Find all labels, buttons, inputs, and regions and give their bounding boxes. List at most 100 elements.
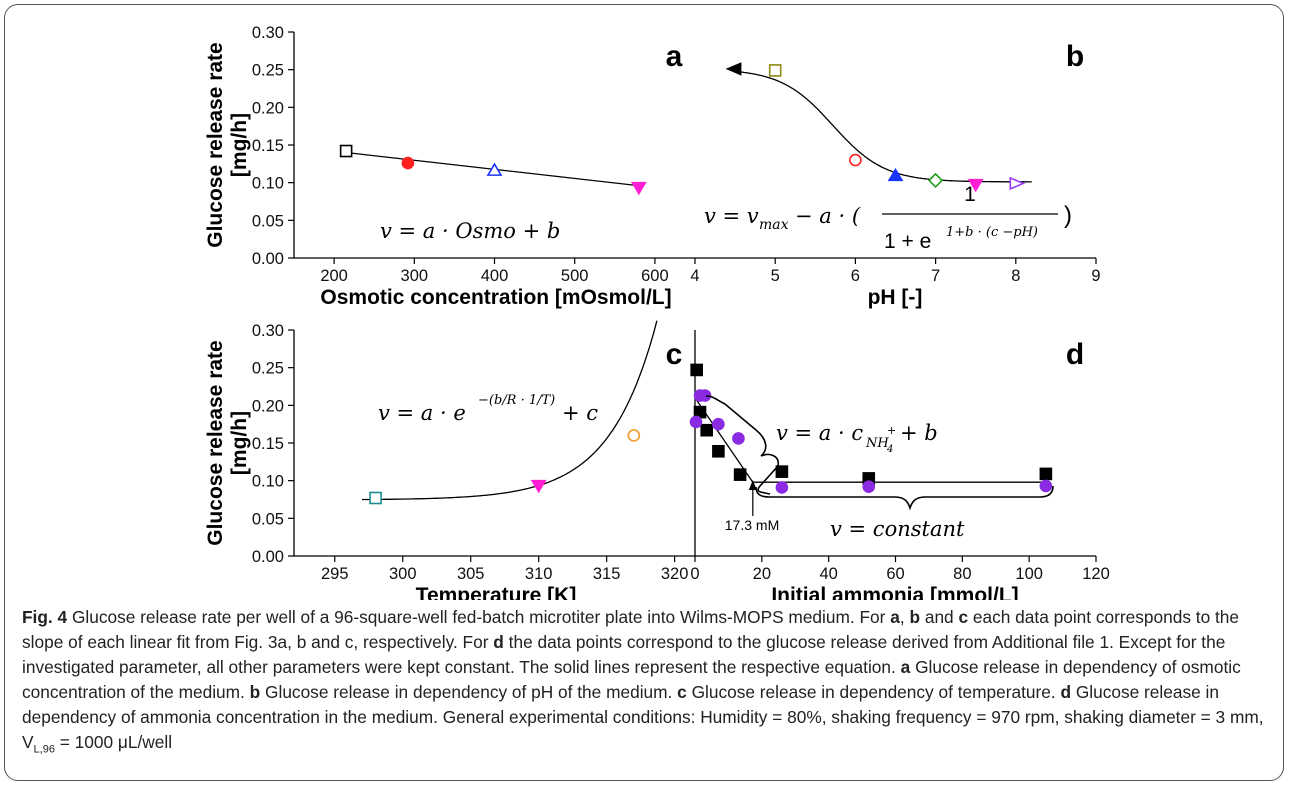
panel-d-annotation: 17.3 mM [725,517,779,533]
panel-a-panel-letter: a [666,40,683,73]
panel-d-x-tick-label: 0 [690,565,699,583]
panel-b-data-point [849,153,862,167]
panel-d-data-point [732,432,745,445]
caption-segment: d [1060,682,1072,702]
panel-a-y-tick-label: 0.25 [252,62,284,80]
caption-segment: b [909,607,921,627]
panel-d-x-tick-label: 20 [753,565,771,583]
panel-d-arrow-head [748,480,757,490]
caption-figure-label: Fig. 4 [22,607,68,627]
panel-b-eq-numerator: 1 [964,183,976,206]
panel-d-x-tick-label: 60 [886,565,904,583]
panel-d-eq-top-tail: + b [900,421,938,445]
panel-b-x-tick-label: 4 [690,267,699,285]
panel-c-data-point [369,491,382,505]
panel-d-data-point [690,363,703,377]
panel-a-data-point [339,144,353,158]
caption-segment: a [890,607,900,627]
caption-segment: L,96 [33,743,55,756]
panel-d-equation-bottom: v = constant [830,517,965,541]
panel-d-eq-top-sub4: 4 [886,444,893,455]
caption-segment: c [958,607,969,627]
panel-d-data-point [1039,467,1053,481]
panel-b-fit-curve [735,70,1032,183]
panel-c-y-tick-label: 0.05 [252,510,284,528]
panel-a-data-point [486,162,503,176]
caption-segment: d [493,632,504,652]
panel-c-x-tick-label: 305 [457,565,485,583]
panel-d-data-point [712,444,725,458]
panel-b-eq-close: ) [1064,202,1072,229]
panel-c-x-tick-label: 300 [389,565,417,583]
panel-c-data-point [627,429,641,442]
panel-d-x-tick-label: 80 [953,565,971,583]
panel-b-equation: v = v max − a · (1 1 + e 1+b · (c −pH)) [704,183,1072,253]
panel-b-data-point [887,167,904,182]
panel-b-x-tick-label: 8 [1011,267,1020,285]
panel-d-data-point [689,415,703,429]
panel-d-x-tick-label: 40 [819,565,837,583]
panel-a-x-tick-label: 300 [401,267,429,285]
panel-c-x-axis-label: Temperature [K] [416,584,577,600]
panel-a-y-tick-label: 0.20 [252,99,284,117]
panel-a-data-point [401,156,415,170]
panel-b-eq-exponent: 1+b · (c −pH) [946,225,1038,240]
panel-d-brace-bottom [755,485,1054,511]
panel-b-eq-sub: max [759,217,789,233]
caption-segment: Glucose release in dependency of osmotic… [22,657,1241,702]
caption-segment: c [677,682,687,702]
panel-b-data-point [768,64,782,77]
panel-b-x-tick-label: 6 [851,267,860,285]
caption-segment: = 1000 μL/well [54,732,173,752]
panel-c-eq-exponent: −(b/R · 1/T) [478,393,555,408]
figure-frame [4,4,1284,781]
panel-d-x-tick-label: 100 [1015,565,1043,583]
panel-d-eq-top-main: v = a · c [776,421,863,445]
panel-c-eq-main: v = a · e [378,401,466,425]
panel-a-equation: v = a · Osmo + b [380,219,560,243]
caption-segment: Glucose release rate per well of a 96-sq… [67,607,891,627]
panel-a-y-tick-label: 0.05 [252,212,284,230]
panel-d-panel-letter: d [1066,338,1084,371]
figure-panels: 200 300 400 500 6000.000.050.100.150.200.250… [204,24,1110,600]
panel-a-x-axis-label: Osmotic concentration [mOsmol/L] [320,286,671,309]
caption-segment: and [920,607,959,627]
panel-c-x-tick-label: 315 [593,565,621,583]
caption-segment: each data point corresponds to the slope… [22,607,1240,652]
panel-a-x-tick-label: 400 [481,267,509,285]
panel-c-y-tick-label: 0.20 [252,397,284,415]
panel-c-y-tick-label: 0.25 [252,360,284,378]
panel-c-y-tick-label: 0.30 [252,322,284,340]
panel-d-data-point [700,423,713,437]
panel-a-x-tick-label: 600 [641,267,669,285]
panel-b-eq-mid: − a · ( [795,204,861,228]
panel-c-panel-letter: c [666,338,683,371]
panel-d-data-point [733,468,747,481]
caption-segment: Glucose release in dependency of ammonia… [22,682,1264,752]
panel-d-equation-top: v = a · c NH4 + + b [776,421,938,455]
panel-c-y-tick-label: 0.15 [252,435,284,453]
panel-c-y-axis-label: Glucose release rate [mg/h] [204,340,251,545]
caption-segment: Glucose release in dependency of pH of t… [260,682,678,702]
panel-a-y-tick-label: 0.30 [252,24,284,42]
panel-c-x-tick-label: 320 [661,565,689,583]
panel-a-y-axis-label: Glucose release rate [mg/h] [204,42,251,247]
panel-c-fit-curve [362,320,658,501]
panel-b-eq-denominator: 1 + e [884,230,931,253]
panel-c-x-tick-label: 310 [525,565,553,583]
panel-c-equation: v = a · e −(b/R · 1/T) + c [378,393,598,425]
panel-c-data-point [530,479,547,494]
panel-a-data-point [630,181,647,196]
panel-b-data-point [1009,176,1026,191]
figure-caption: Fig. 4 Glucose release rate per well of … [22,605,1272,762]
panel-d-eq-top-plus: + [887,424,896,437]
panel-a-x-tick-label: 200 [320,267,348,285]
panel-d-data-point [775,465,789,478]
panel-c-y-axis-label-line1: Glucose release rate [204,340,227,545]
panel-b-x-tick-label: 9 [1091,267,1100,285]
panel-a-y-tick-label: 0.10 [252,175,284,193]
caption-segment: the data points correspond to the glucos… [22,632,1226,677]
panel-b-data-point [927,172,944,189]
panel-a-y-tick-label: 0.00 [252,250,284,268]
panel-d-x-axis-label: Initial ammonia [mmol/L] [771,584,1018,600]
